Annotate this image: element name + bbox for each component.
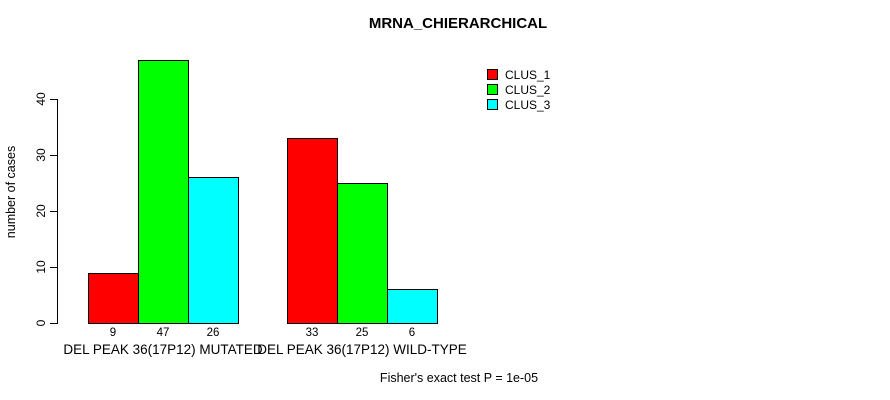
bar-clus_1-group1 <box>88 272 139 324</box>
y-axis-tick-label: 30 <box>34 148 48 162</box>
y-axis-tick <box>50 323 57 324</box>
legend-item-clus_1: CLUS_1 <box>487 67 550 82</box>
legend-item-clus_3: CLUS_3 <box>487 97 550 112</box>
x-group-label: DEL PEAK 36(17P12) WILD-TYPE <box>257 342 467 357</box>
legend-swatch-clus_2 <box>487 84 498 95</box>
fisher-test-note: Fisher's exact test P = 1e-05 <box>379 371 539 385</box>
legend-swatch-clus_1 <box>487 69 498 80</box>
bar-clus_1-group2 <box>287 138 338 324</box>
y-axis-tick <box>50 99 57 100</box>
y-axis-line <box>57 99 58 324</box>
legend-label: CLUS_3 <box>505 97 551 112</box>
bar-value-label: 33 <box>305 327 319 339</box>
bar-clus_2-group1 <box>138 59 189 324</box>
y-axis-tick-label: 0 <box>34 319 48 327</box>
x-group-label: DEL PEAK 36(17P12) MUTATED <box>63 342 263 357</box>
y-axis-tick-label: 20 <box>34 204 48 218</box>
legend-label: CLUS_1 <box>505 67 551 82</box>
chart-title: MRNA_CHIERARCHICAL <box>368 15 548 32</box>
bar-clus_3-group1 <box>188 177 239 324</box>
legend-swatch-clus_3 <box>487 99 498 110</box>
bar-value-label: 6 <box>408 327 416 339</box>
bar-value-label: 25 <box>355 327 369 339</box>
bar-value-label: 47 <box>156 327 170 339</box>
bar-value-label: 9 <box>109 327 117 339</box>
y-axis-tick-label: 10 <box>34 260 48 274</box>
bar-clus_3-group2 <box>387 289 438 324</box>
bar-clus_2-group2 <box>337 183 388 324</box>
y-axis-title: number of cases <box>4 145 18 239</box>
y-axis-tick <box>50 155 57 156</box>
bar-value-label: 26 <box>206 327 220 339</box>
y-axis-tick <box>50 211 57 212</box>
legend-label: CLUS_2 <box>505 82 551 97</box>
y-axis-tick-label: 40 <box>34 92 48 106</box>
y-axis-tick <box>50 267 57 268</box>
legend-item-clus_2: CLUS_2 <box>487 82 550 97</box>
